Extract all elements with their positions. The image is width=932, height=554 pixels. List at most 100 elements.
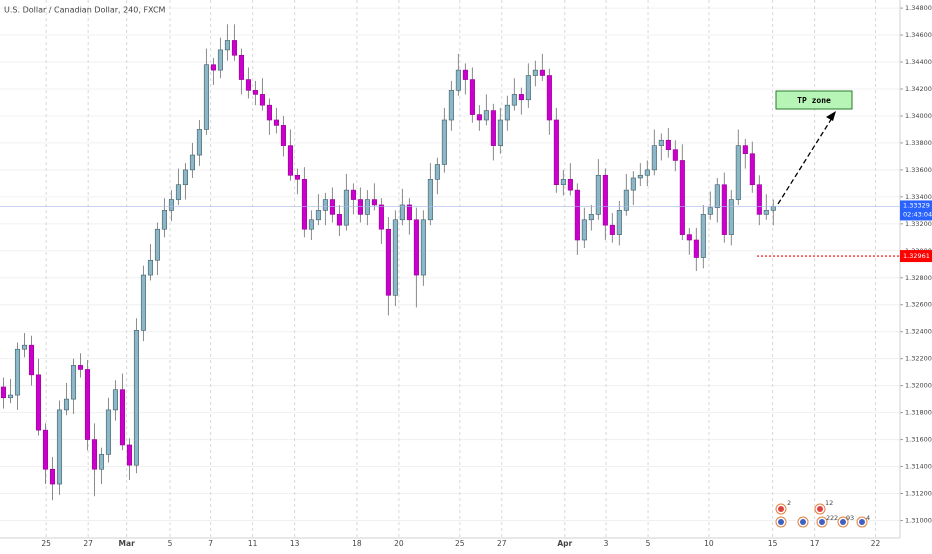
candle-body	[140, 274, 147, 331]
candle-body	[721, 184, 727, 235]
candle-body	[427, 179, 433, 221]
y-tick-label: 1.33200	[905, 220, 932, 228]
candle-body	[161, 210, 168, 230]
candle-body	[406, 204, 412, 221]
candle-body	[385, 228, 391, 296]
candle-body	[336, 214, 342, 226]
candle-body	[392, 219, 398, 296]
candle-body	[147, 259, 154, 276]
candle-body	[49, 468, 56, 485]
candle-body	[770, 206, 776, 211]
candle-body	[77, 365, 84, 370]
y-tick-label: 1.32200	[905, 355, 932, 363]
candle-body	[651, 145, 657, 171]
candle-body	[518, 94, 524, 101]
candle-body	[28, 344, 35, 376]
candle-body	[630, 177, 636, 191]
x-tick-label: Apr	[557, 539, 572, 548]
tp-arrowhead	[826, 111, 836, 121]
x-tick-label: Mar	[119, 539, 136, 548]
x-tick-label: 11	[248, 539, 258, 548]
candle-body	[196, 129, 202, 156]
candle-body	[469, 79, 475, 115]
countdown-label: 02:43:04	[903, 210, 932, 218]
candle-body	[245, 79, 251, 91]
x-tick-label: 25	[455, 539, 465, 548]
candle-body	[448, 90, 454, 121]
candle-body	[532, 69, 538, 76]
candle-body	[609, 224, 615, 235]
candle-body	[371, 199, 377, 206]
candle-body	[231, 40, 237, 56]
candle-body	[728, 199, 734, 235]
candle-body	[175, 184, 181, 200]
tp-arrow	[777, 117, 833, 205]
candle-body	[273, 119, 279, 126]
candle-body	[56, 409, 63, 485]
candle-body	[322, 199, 328, 211]
candle-body	[315, 210, 321, 221]
candle-body	[483, 110, 489, 121]
candle-body	[504, 104, 510, 121]
candle-body	[63, 398, 70, 411]
y-tick-label: 1.33800	[905, 139, 932, 147]
candle-body	[581, 219, 587, 241]
y-tick-label: 1.32400	[905, 328, 932, 336]
x-tick-label: 17	[810, 539, 820, 548]
candle-body	[168, 199, 175, 211]
candle-body	[455, 69, 461, 91]
y-tick-label: 1.32800	[905, 274, 932, 282]
candle-body	[364, 199, 370, 215]
event-count: 2	[787, 499, 791, 507]
y-tick-label: 1.32600	[905, 301, 932, 309]
candle-body	[539, 69, 545, 76]
candle-body	[637, 174, 643, 179]
y-tick-label: 1.31400	[905, 463, 932, 471]
x-tick-label: 13	[290, 539, 300, 548]
candle-body	[756, 184, 762, 215]
y-tick-label: 1.31600	[905, 436, 932, 444]
event-flag	[817, 506, 823, 512]
candle-body	[644, 169, 650, 176]
candle-body	[714, 184, 720, 208]
tp-zone-box	[775, 90, 853, 110]
y-tick-label: 1.32000	[905, 382, 932, 390]
candle-body	[35, 374, 42, 431]
candle-body	[266, 104, 272, 121]
candle-body	[252, 90, 258, 95]
candle-body	[441, 119, 447, 165]
candle-body	[763, 210, 769, 215]
candle-body	[70, 365, 77, 400]
event-count: 2	[830, 514, 834, 522]
candle-body	[280, 125, 286, 146]
event-count: 2	[826, 514, 830, 522]
candle-body	[686, 234, 692, 241]
y-tick-label: 1.34200	[905, 85, 932, 93]
candle-body	[700, 214, 706, 258]
candle-body	[616, 210, 622, 235]
y-tick-label: 1.31800	[905, 409, 932, 417]
y-tick-label: 1.34800	[905, 4, 932, 12]
candle-body	[378, 204, 384, 230]
candle-body	[658, 139, 664, 146]
candle-body	[329, 199, 335, 215]
candle-body	[462, 69, 468, 80]
y-tick-label: 1.34000	[905, 112, 932, 120]
candle-body	[665, 139, 671, 150]
event-flag	[800, 519, 806, 525]
candle-body	[217, 49, 223, 71]
candle-body	[112, 389, 119, 411]
event-count: 9	[846, 514, 850, 522]
candle-body	[511, 94, 517, 106]
candle-body	[91, 439, 98, 470]
candle-body	[21, 344, 28, 350]
candle-body	[672, 149, 678, 161]
x-tick-label: 20	[394, 539, 404, 548]
candle-body	[294, 174, 300, 180]
x-tick-label: 27	[497, 539, 507, 548]
y-tick-label: 1.34600	[905, 31, 932, 39]
y-tick-label: 1.31200	[905, 490, 932, 498]
x-tick-label: 22	[871, 539, 881, 548]
candle-body	[105, 409, 112, 455]
candle-body	[350, 189, 356, 200]
